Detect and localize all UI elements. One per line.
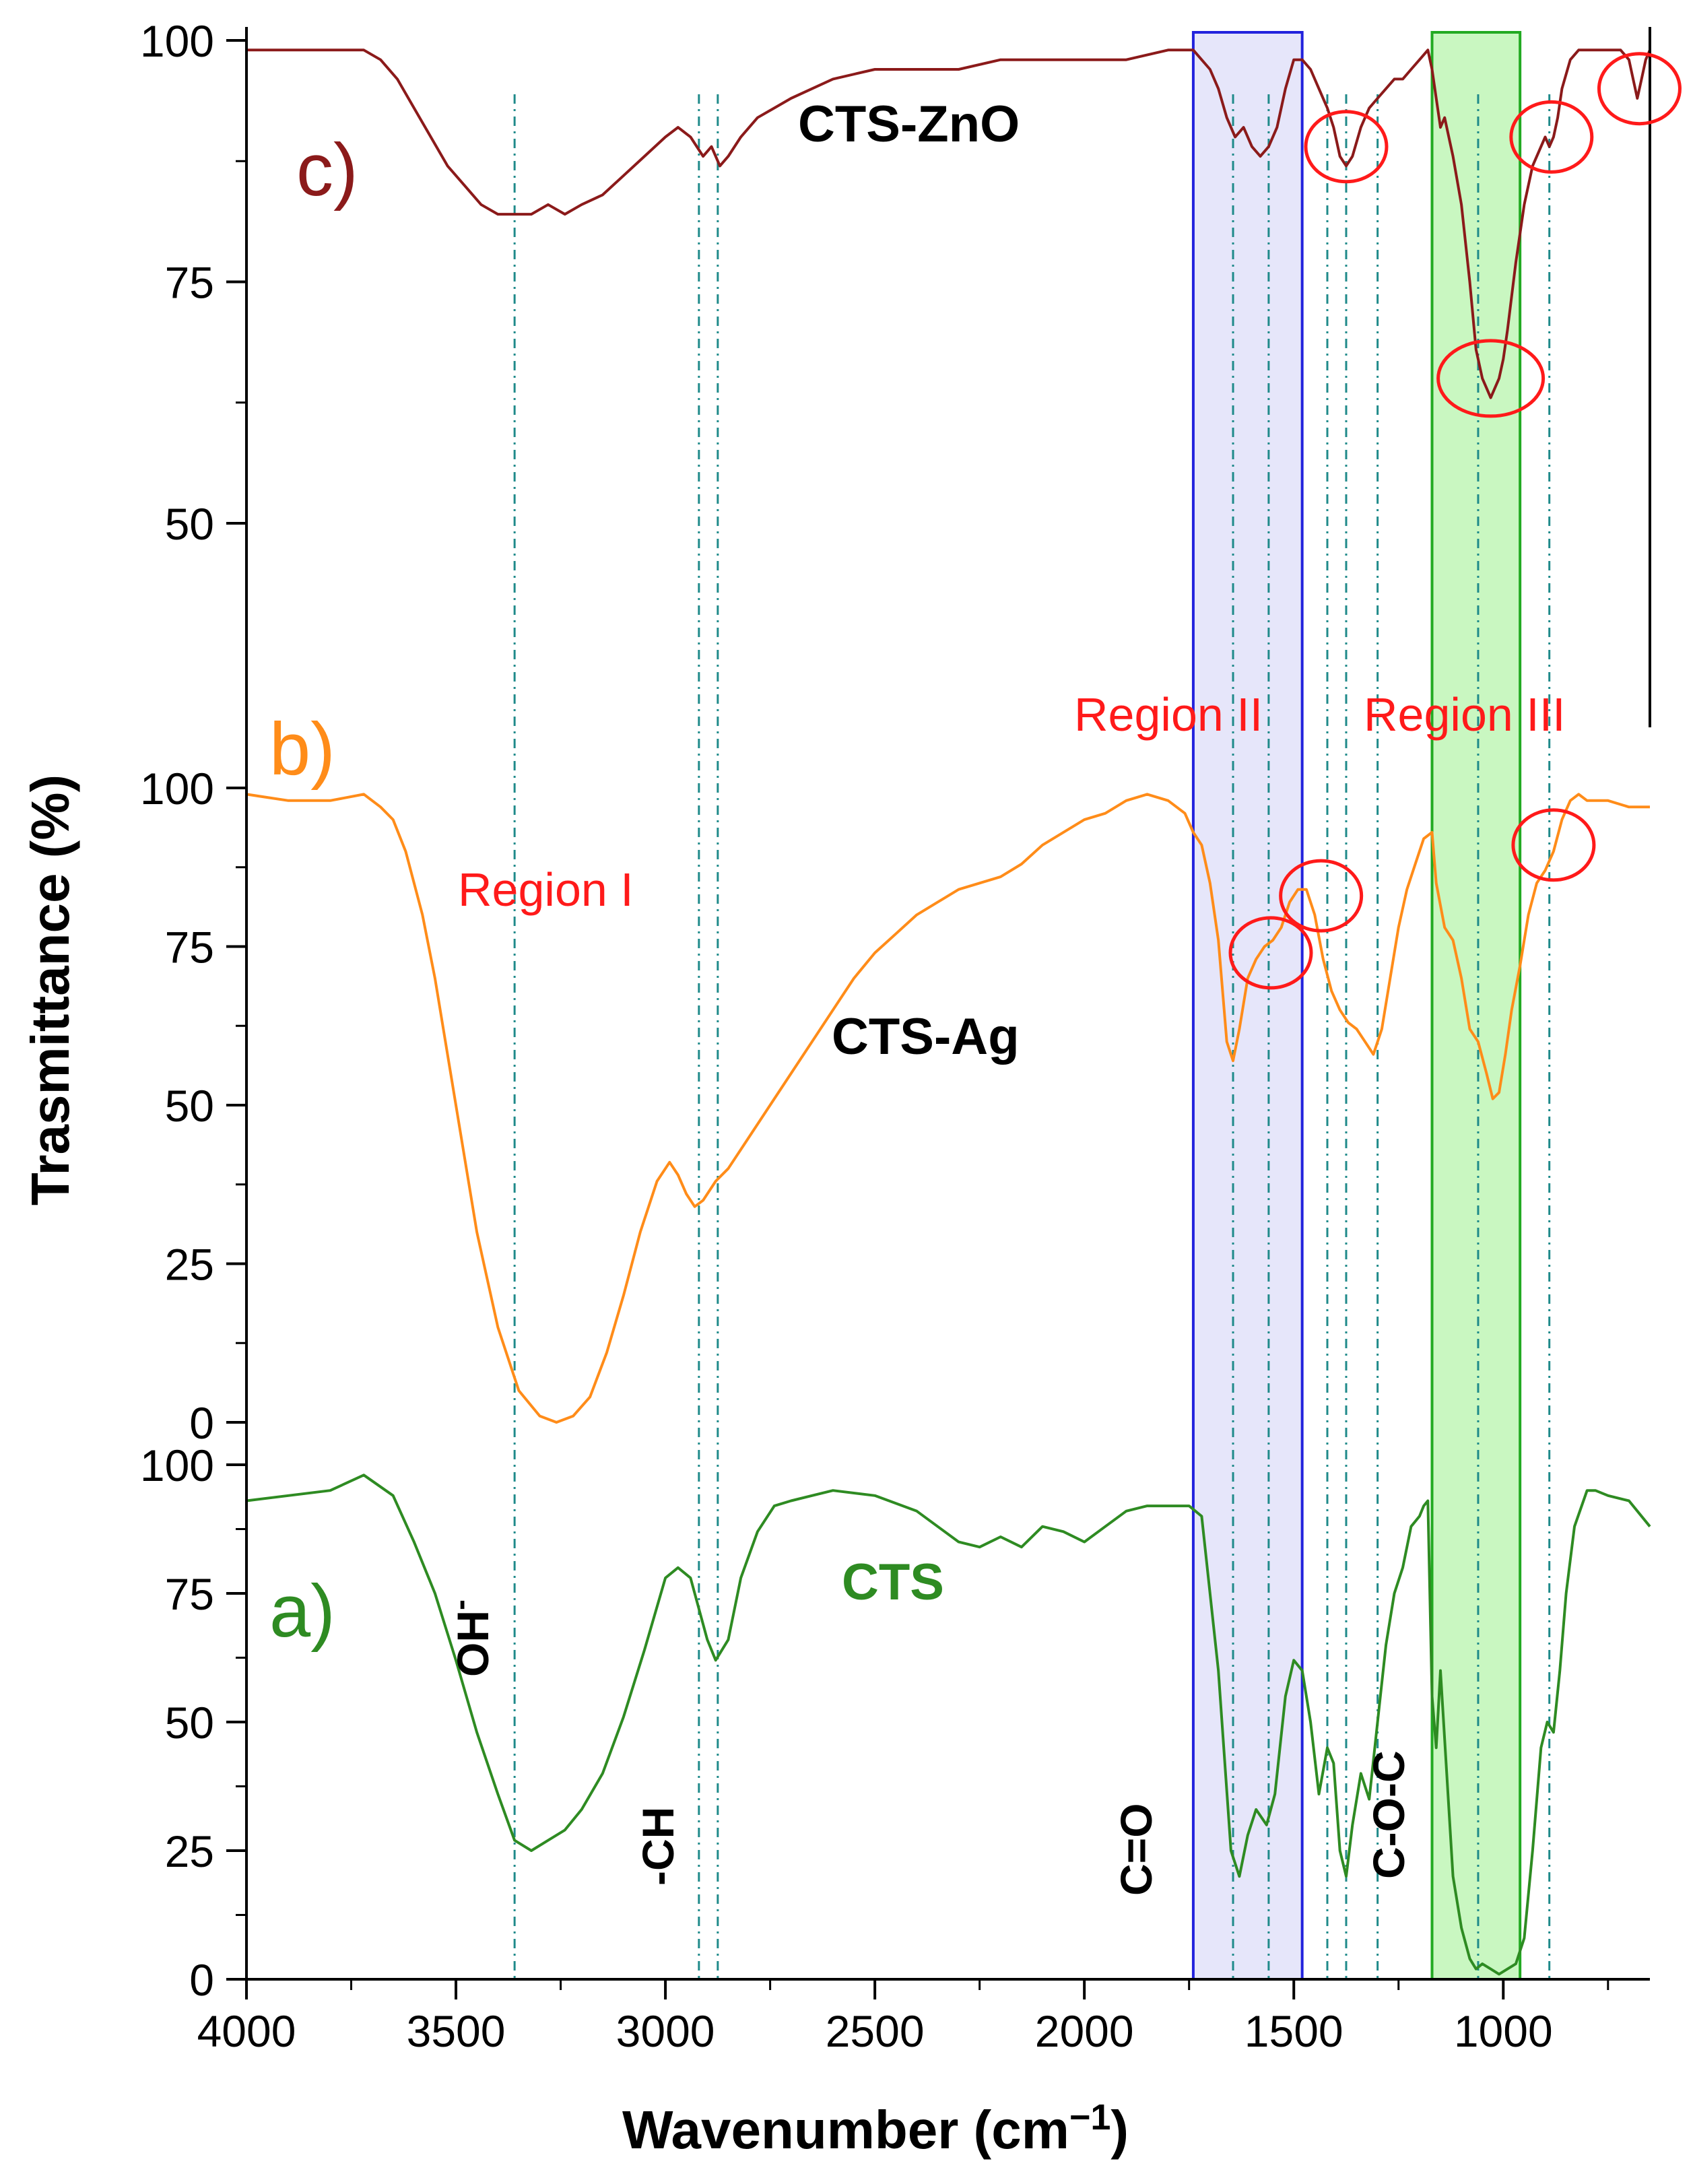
annotation-circle-4 (1436, 339, 1546, 418)
spectra-series (246, 48, 1651, 1976)
y-tick-label-b-0: 0 (189, 1398, 214, 1448)
annotations (1228, 52, 1682, 990)
y-tick-label-b-50: 50 (165, 1081, 214, 1131)
annotation-circle-3 (1597, 52, 1682, 126)
group-label-oh-charge: - (442, 1599, 478, 1610)
axes (245, 27, 1651, 1981)
x-tick-label-4000: 4000 (197, 2006, 296, 2056)
x-tick-label-1000: 1000 (1454, 2006, 1553, 2056)
x-axis-title: Wavenumber (cm−1) (622, 2097, 1129, 2160)
annotation-circle-7 (1511, 808, 1596, 882)
group-label-oh: OH- (442, 1599, 498, 1677)
y-tick-label-a-50: 50 (165, 1698, 214, 1748)
region-label-3: Region III (1364, 688, 1566, 741)
group-label-oh-text: OH (448, 1610, 498, 1677)
y-tick-label-a-0: 0 (189, 1955, 214, 2005)
series-line-a (246, 1474, 1651, 1976)
region-label-2: Region II (1074, 688, 1263, 741)
group-label-coc: C-O-C (1364, 1750, 1414, 1879)
annotation-circle-5 (1228, 916, 1313, 990)
region-label-1: Region I (458, 863, 634, 916)
series-line-b (246, 793, 1650, 1424)
y-tick-label-b-75: 75 (165, 923, 214, 972)
highlight-band-1 (1191, 31, 1304, 1981)
x-tick-label-1500: 1500 (1244, 2006, 1343, 2056)
y-tick-label-c-50: 50 (165, 499, 214, 549)
group-label-co: C=O (1111, 1803, 1161, 1896)
y-tick-label-c-100: 100 (140, 16, 214, 66)
x-tick-label-3000: 3000 (616, 2006, 715, 2056)
series-label-cts-ag: CTS-Ag (832, 1008, 1020, 1065)
y-tick-label-a-25: 25 (165, 1826, 214, 1876)
x-tick-label-2000: 2000 (1035, 2006, 1134, 2056)
group-label-ch: -CH (633, 1807, 683, 1886)
series-label-cts-zno: CTS-ZnO (798, 96, 1020, 153)
annotation-circle-6 (1279, 859, 1364, 933)
y-tick-label-b-25: 25 (165, 1240, 214, 1290)
y-tick-label-a-100: 100 (140, 1441, 214, 1490)
series-line-c (246, 48, 1651, 399)
reference-lines (513, 94, 1551, 1979)
x-axis-title-close: ) (1110, 2100, 1129, 2160)
x-ticks: 4000 3500 3000 2500 2000 1500 1000 (197, 1979, 1609, 2056)
annotation-circle-2 (1509, 100, 1594, 174)
y-axis-title: Trasmittance (%) (20, 774, 80, 1205)
annotation-circle-1 (1304, 110, 1389, 184)
x-tick-label-2500: 2500 (826, 2006, 925, 2056)
y-tick-label-c-75: 75 (165, 258, 214, 308)
panel-label-b: b) (269, 708, 335, 791)
x-tick-label-3500: 3500 (407, 2006, 506, 2056)
y-tick-label-b-100: 100 (140, 764, 214, 814)
x-axis-title-sup: −1 (1069, 2097, 1111, 2138)
series-label-cts: CTS (842, 1554, 944, 1611)
y-tick-label-a-75: 75 (165, 1569, 214, 1619)
panel-label-a: a) (269, 1570, 335, 1653)
x-axis-title-text: Wavenumber (cm (622, 2100, 1069, 2160)
panel-label-c: c) (296, 129, 358, 211)
